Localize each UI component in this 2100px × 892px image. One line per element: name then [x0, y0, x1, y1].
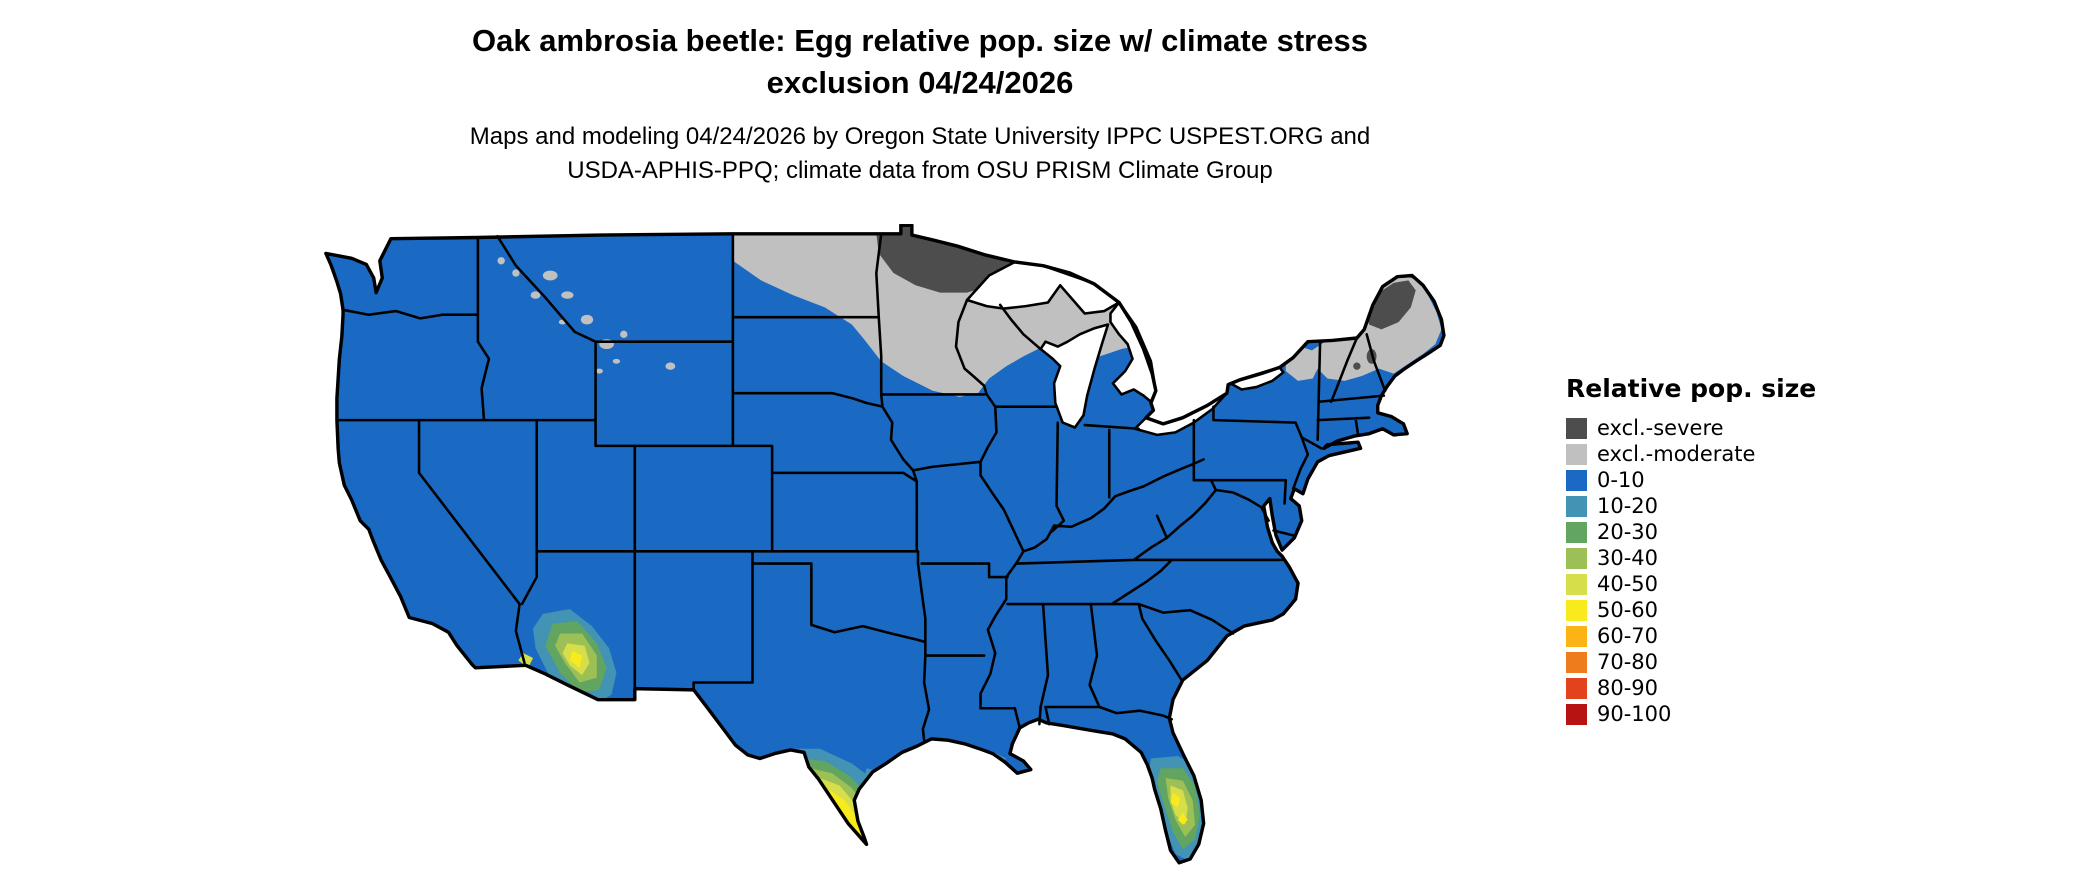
national-border-outline	[324, 224, 1446, 865]
us-map	[303, 224, 1533, 886]
legend-swatch	[1566, 651, 1587, 673]
legend-entry-label: 60-70	[1597, 624, 1659, 648]
minnesota-arrowhead-blob	[876, 225, 1021, 293]
legend-entry-label: excl.-moderate	[1597, 442, 1756, 466]
legend-swatch	[1566, 443, 1587, 465]
legend-entry-label: 90-100	[1597, 702, 1672, 726]
legend-swatch	[1566, 495, 1587, 517]
legend-entry: 40-50	[1566, 571, 1886, 597]
title-block: Oak ambrosia beetle: Egg relative pop. s…	[120, 20, 1720, 188]
legend-swatch	[1566, 573, 1587, 595]
legend-entry-label: 50-60	[1597, 598, 1659, 622]
legend-swatch	[1566, 625, 1587, 647]
legend-entry: excl.-severe	[1566, 415, 1886, 441]
legend-entry: 20-30	[1566, 519, 1886, 545]
legend-title: Relative pop. size	[1566, 374, 1817, 403]
legend-entry-label: 80-90	[1597, 676, 1659, 700]
legend-entry: 80-90	[1566, 675, 1886, 701]
rockies-speckles	[497, 257, 676, 374]
map-subtitle-line2: USDA-APHIS-PPQ; climate data from OSU PR…	[567, 157, 1273, 184]
legend-swatch	[1566, 677, 1587, 699]
legend-entry-label: 20-30	[1597, 520, 1659, 544]
legend-entry: 10-20	[1566, 493, 1886, 519]
map-subtitle: Maps and modeling 04/24/2026 by Oregon S…	[120, 120, 1720, 188]
central-florida-hotspot	[1148, 756, 1208, 862]
map-subtitle-line1: Maps and modeling 04/24/2026 by Oregon S…	[469, 123, 1371, 150]
legend-entry: 0-10	[1566, 467, 1886, 493]
lake-michigan	[1039, 323, 1110, 429]
conus-landmass	[325, 225, 1444, 863]
map-title-line2: exclusion 04/24/2026	[766, 65, 1074, 100]
legend-entry-label: excl.-severe	[1597, 416, 1724, 440]
northern-maine-blob	[1366, 280, 1416, 330]
legend-entry-label: 10-20	[1597, 494, 1659, 518]
legend-entry: 90-100	[1566, 701, 1886, 727]
legend-entry-label: 30-40	[1597, 546, 1659, 570]
legend-entry: excl.-moderate	[1566, 441, 1886, 467]
southern-arizona-hotspot	[518, 608, 617, 705]
legend-swatch	[1566, 547, 1587, 569]
us-map-svg	[324, 224, 1446, 865]
map-title-line1: Oak ambrosia beetle: Egg relative pop. s…	[472, 23, 1368, 58]
legend-swatch	[1566, 703, 1587, 725]
legend-entry-label: 40-50	[1597, 572, 1659, 596]
legend-entry-label: 0-10	[1597, 468, 1645, 492]
legend-swatch	[1566, 469, 1587, 491]
legend-entry: 60-70	[1566, 623, 1886, 649]
legend: Relative pop. size excl.-severe excl.-mod…	[1566, 374, 1886, 727]
legend-swatch	[1566, 599, 1587, 621]
great-lakes	[965, 260, 1285, 437]
state-borders	[335, 232, 1387, 742]
green-mountains-speck	[1353, 362, 1361, 370]
legend-swatch	[1566, 521, 1587, 543]
legend-entry: 50-60	[1566, 597, 1886, 623]
legend-swatch	[1566, 417, 1587, 439]
legend-entries: excl.-severe excl.-moderate 0-10 10-20 20-30…	[1566, 415, 1886, 727]
legend-entry: 30-40	[1566, 545, 1886, 571]
legend-entry: 70-80	[1566, 649, 1886, 675]
legend-entry-label: 70-80	[1597, 650, 1659, 674]
